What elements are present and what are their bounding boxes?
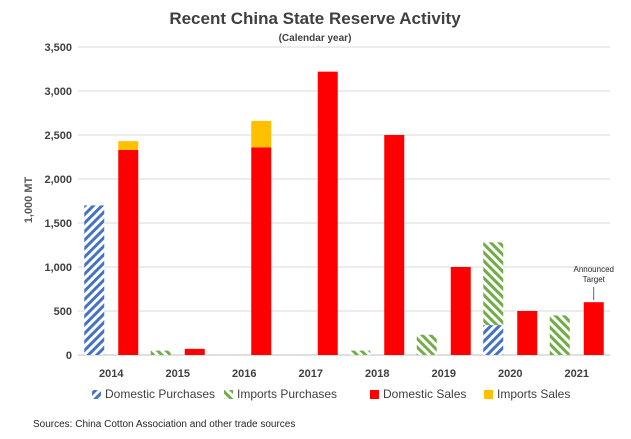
y-tick-label: 2,500 — [44, 130, 72, 142]
bar-imports-sales-2014 — [118, 141, 139, 150]
bar-domestic-sales-2017 — [317, 71, 338, 355]
x-tick-labels: 2014 2015 2016 2017 2018 2019 2020 2021 — [99, 368, 589, 380]
y-tick-label: 1,500 — [44, 218, 72, 230]
legend-label: Imports Purchases — [237, 387, 337, 401]
bar-imports-sales-2016 — [251, 120, 272, 148]
bar-imports-purchases-2020 — [483, 242, 504, 326]
x-tick-label: 2020 — [498, 368, 522, 380]
x-tick-label: 2021 — [565, 368, 589, 380]
legend-swatch — [224, 390, 233, 399]
bar-domestic-sales-2016 — [251, 147, 272, 355]
y-tick-label: 3,500 — [44, 42, 72, 54]
bar-domestic-sales-2015 — [184, 348, 205, 355]
y-axis-label: 1,000 MT — [23, 176, 35, 223]
y-tick-label: 3,000 — [44, 86, 72, 98]
bar-domestic-sales-2020 — [517, 311, 538, 355]
bar-imports-purchases-2015 — [150, 350, 171, 355]
y-tick-label: 1,000 — [44, 262, 72, 274]
y-tick-label: 0 — [66, 350, 72, 362]
chart-subtitle: (Calendar year) — [279, 33, 352, 44]
bar-domestic-sales-2019 — [450, 267, 471, 355]
annotation-line: Target — [583, 275, 606, 284]
legend-swatch — [370, 390, 379, 399]
bar-domestic-sales-2021 — [583, 302, 604, 355]
bar-imports-purchases-2019 — [416, 334, 437, 355]
legend: Domestic Purchases Imports Purchases Domes… — [92, 387, 570, 401]
legend-label: Domestic Purchases — [105, 387, 215, 401]
x-tick-label: 2014 — [99, 368, 124, 380]
x-tick-label: 2015 — [166, 368, 190, 380]
x-tick-label: 2018 — [365, 368, 389, 380]
bar-imports-purchases-2018 — [350, 350, 371, 355]
legend-label: Imports Sales — [497, 387, 570, 401]
y-tick-label: 2,000 — [44, 174, 72, 186]
annotation-line: Announced — [574, 265, 614, 274]
grid-lines — [78, 46, 610, 356]
bar-domestic-sales-2018 — [384, 135, 405, 355]
bar-domestic-purchases-2014 — [84, 205, 105, 355]
bar-imports-purchases-2021 — [549, 315, 570, 355]
y-tick-labels: 0 500 1,000 1,500 2,000 2,500 3,000 3,500 — [44, 42, 72, 362]
legend-swatch — [92, 390, 101, 399]
legend-swatch — [484, 390, 493, 399]
bar-domestic-purchases-2020 — [483, 325, 504, 355]
source-note: Sources: China Cotton Association and ot… — [33, 419, 295, 430]
x-tick-label: 2019 — [432, 368, 456, 380]
legend-label: Domestic Sales — [383, 387, 466, 401]
bar-domestic-sales-2014 — [118, 149, 139, 355]
x-tick-label: 2017 — [299, 368, 323, 380]
x-tick-label: 2016 — [232, 368, 256, 380]
bars — [84, 71, 604, 355]
y-tick-label: 500 — [54, 306, 72, 318]
chart-title: Recent China State Reserve Activity — [169, 9, 461, 28]
